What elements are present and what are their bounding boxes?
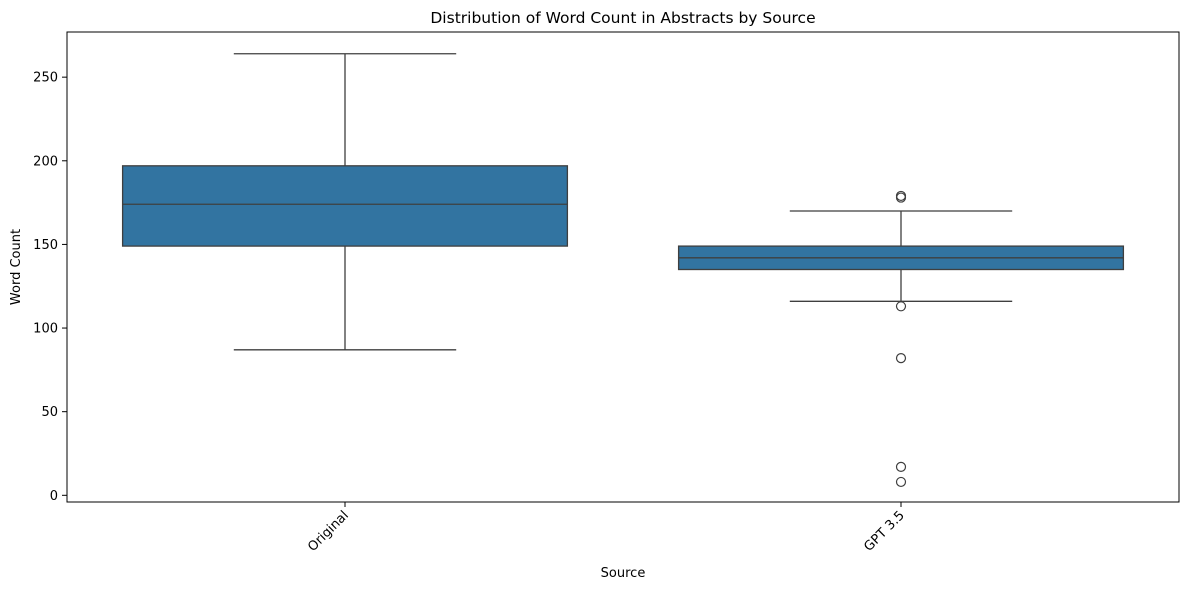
box-group	[121, 53, 569, 351]
outlier-point	[895, 353, 907, 364]
x-tick-label: GPT 3.5	[861, 508, 907, 554]
outlier-point	[895, 476, 907, 488]
plot-marks	[121, 53, 1125, 488]
y-tick-label: 50	[41, 405, 58, 420]
y-tick-label: 0	[50, 489, 58, 504]
x-tick-label: Original	[305, 508, 352, 555]
outlier-point	[895, 301, 907, 312]
y-axis: 0 50 100 150 200 250	[33, 71, 67, 504]
y-tick-label: 150	[33, 238, 58, 253]
x-axis-label: Source	[601, 566, 646, 581]
y-tick-label: 200	[33, 154, 58, 169]
y-axis-label: Word Count	[9, 229, 24, 305]
box-group	[677, 190, 1125, 488]
plot-frame	[66, 31, 1180, 503]
x-axis: Original GPT 3.5	[305, 502, 908, 555]
y-tick-label: 250	[33, 71, 58, 86]
outlier-point	[895, 190, 907, 202]
outlier-point	[895, 461, 907, 472]
iqr-box	[121, 165, 569, 247]
chart-title: Distribution of Word Count in Abstracts …	[430, 9, 815, 27]
y-tick-label: 100	[33, 322, 58, 337]
